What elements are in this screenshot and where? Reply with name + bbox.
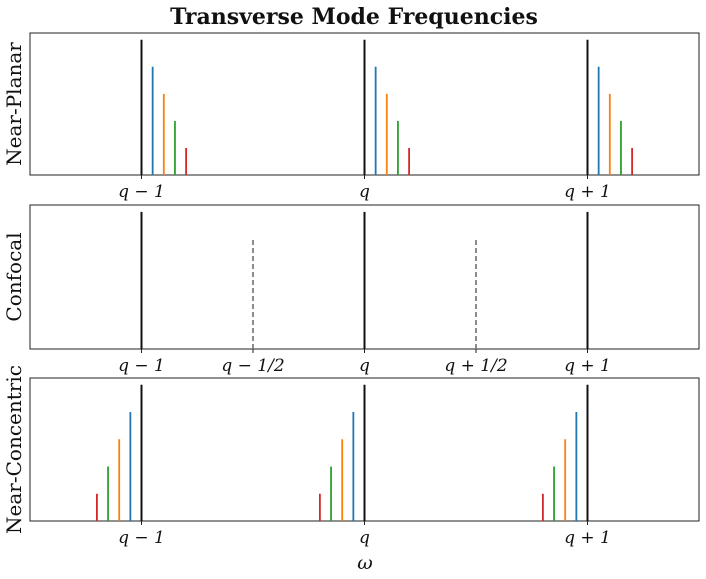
x-tick-label: q bbox=[359, 356, 370, 376]
x-tick-label: q + 1 bbox=[564, 528, 611, 548]
x-tick-label: q + 1 bbox=[564, 182, 611, 202]
x-tick-label: q − 1 bbox=[118, 182, 165, 202]
x-axis-label: ω bbox=[357, 552, 373, 574]
x-tick-label: q − 1/2 bbox=[221, 356, 284, 376]
x-tick-label: q + 1 bbox=[564, 356, 611, 376]
x-tick-label: q − 1 bbox=[118, 356, 165, 376]
chart-title: Transverse Mode Frequencies bbox=[170, 4, 538, 30]
y-axis-label-confocal: Confocal bbox=[2, 232, 26, 321]
x-tick-label: q bbox=[359, 182, 370, 202]
panel-confocal: q − 1 q − 1/2 q q + 1/2 q + 1 Confocal bbox=[2, 204, 700, 376]
x-tick-label: q + 1/2 bbox=[444, 356, 507, 376]
panel-near-concentric: q − 1 q q + 1 Near-Concentric bbox=[2, 365, 700, 548]
y-axis-label-near-concentric: Near-Concentric bbox=[2, 365, 26, 534]
panel-near-planar: q − 1 q q + 1 Near-Planar bbox=[2, 32, 700, 202]
panels: q − 1 q q + 1 Near-Planar q − 1 q − 1/2 q q + 1… bbox=[2, 32, 700, 548]
x-tick-label: q bbox=[359, 528, 370, 548]
y-axis-label-near-planar: Near-Planar bbox=[2, 42, 26, 166]
x-tick-label: q − 1 bbox=[118, 528, 165, 548]
